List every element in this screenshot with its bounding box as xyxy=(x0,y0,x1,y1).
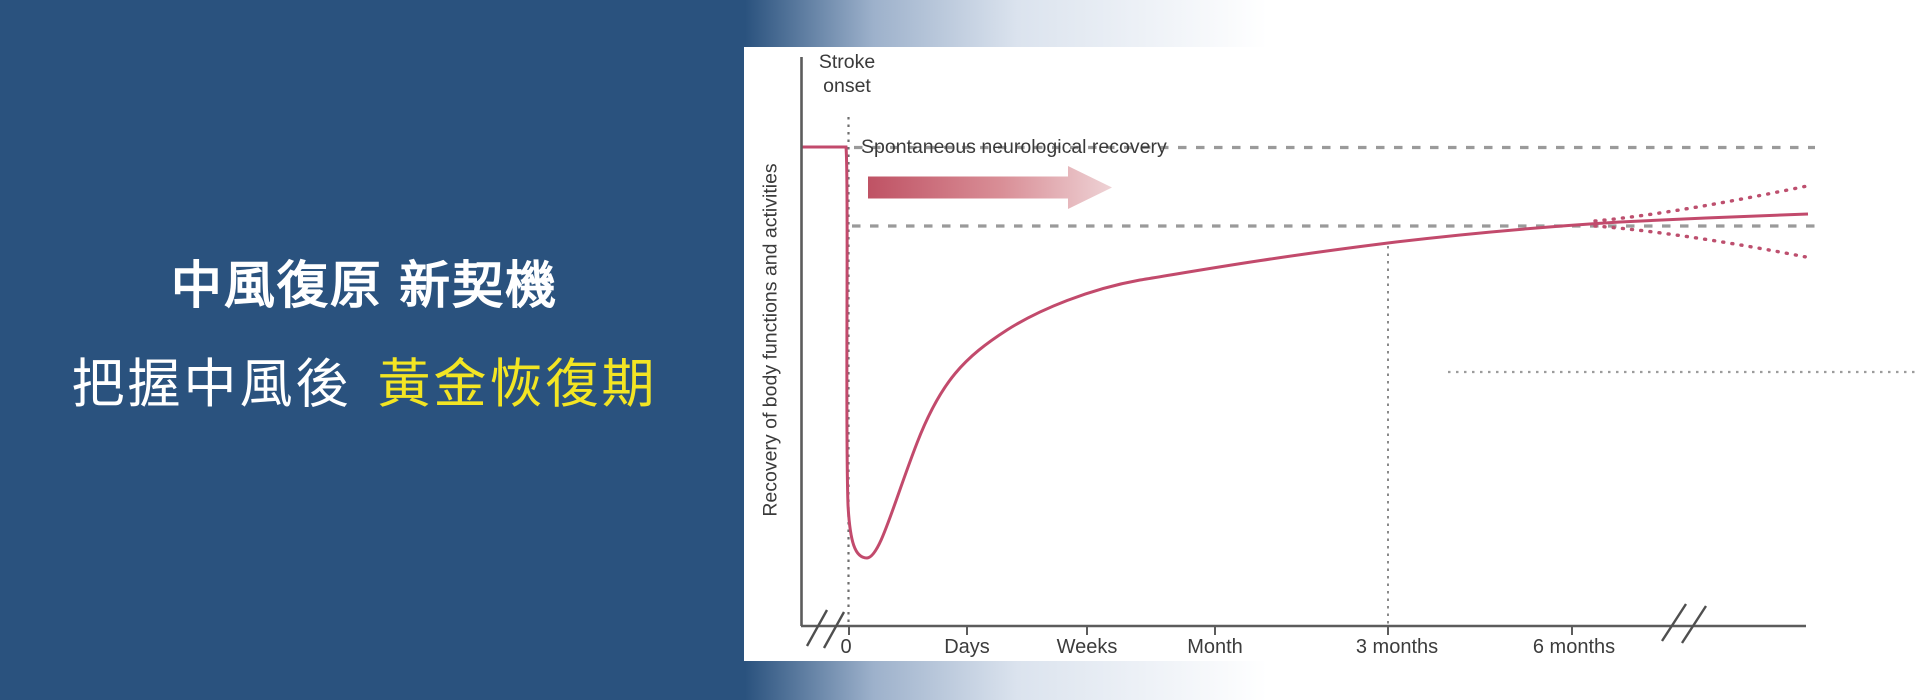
x-tick-3-months: 3 months xyxy=(1355,636,1439,658)
headline: 中風復原 新契機 把握中風後 黃金恢復期 xyxy=(52,244,677,418)
x-tick-0: 0 xyxy=(840,636,852,658)
x-tick-days: Days xyxy=(944,636,990,658)
headline-line1: 中風復原 新契機 xyxy=(170,257,559,314)
y-axis-label: Recovery of body functions and activitie… xyxy=(759,163,782,517)
stroke-onset-label: Stroke onset xyxy=(818,51,876,97)
x-tick-weeks: Weeks xyxy=(1056,636,1118,658)
spontaneous-recovery-label: Spontaneous neurological recovery xyxy=(861,136,1167,158)
x-tick-6-months: 6 months xyxy=(1532,636,1616,658)
headline-line2-yellow: 黃金恢復期 xyxy=(377,355,658,414)
headline-line2: 把握中風後 黃金恢復期 xyxy=(52,342,677,418)
headline-line2-white: 把握中風後 xyxy=(71,355,352,414)
x-tick-month: Month xyxy=(1187,636,1243,658)
